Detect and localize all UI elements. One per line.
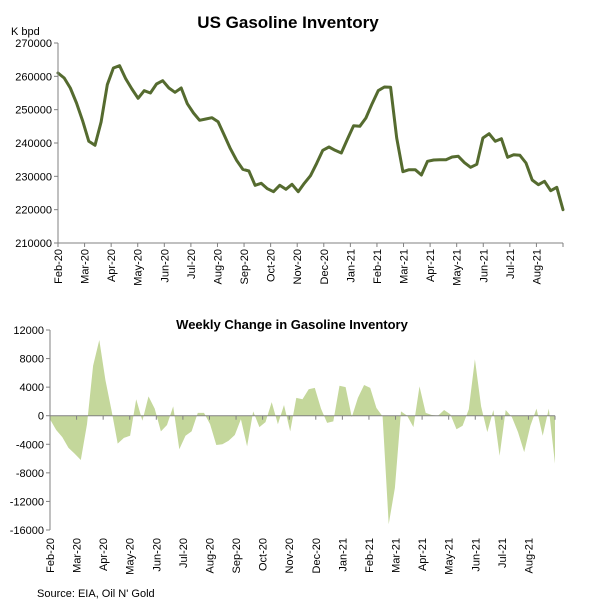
x-tick-label: Aug-21 <box>523 538 535 573</box>
x-tick-label: May-20 <box>125 538 137 575</box>
x-tick-label: Jan-21 <box>345 249 357 283</box>
inventory-line-chart: US Gasoline Inventory K bpd 210000 220000 23… <box>11 13 565 286</box>
x-tick-label: Sep-20 <box>239 249 251 284</box>
x-tick-label: Apr-20 <box>106 249 118 282</box>
x-tick-label: Mar-20 <box>80 249 92 284</box>
x-tick-label: Feb-20 <box>45 538 57 573</box>
x-tick-label: Jan-21 <box>337 538 349 572</box>
x-tick-label: Aug-20 <box>213 249 225 284</box>
x-tick-label: Dec-20 <box>319 249 331 284</box>
y-tick-label: 210000 <box>15 238 52 250</box>
y-tick-label: 12000 <box>13 325 44 337</box>
y-tick-label: 220000 <box>15 205 52 217</box>
x-tick-label: Jul-21 <box>505 249 517 279</box>
y-tick-label: 230000 <box>15 171 52 183</box>
x-tick-label: Jun-20 <box>159 249 171 283</box>
x-tick-label: Nov-20 <box>284 538 296 573</box>
x-tick-label: May-21 <box>452 249 464 286</box>
x-tick-label: Feb-21 <box>372 249 384 284</box>
x-tick-label: Jun-21 <box>478 249 490 283</box>
y-tick-label: 0 <box>38 411 44 423</box>
x-tick-label: Aug-20 <box>205 538 217 573</box>
x-tick-label: Mar-21 <box>399 249 411 284</box>
x-tick-label: Jun-20 <box>151 538 163 572</box>
x-tick-label: Mar-21 <box>391 538 403 573</box>
x-tick-label: Aug-21 <box>531 249 543 284</box>
chart-title: Weekly Change in Gasoline Inventory <box>176 317 408 332</box>
series-area <box>50 340 555 525</box>
x-tick-label: Nov-20 <box>292 249 304 284</box>
x-tick-label: Feb-21 <box>364 538 376 573</box>
y-tick-label: -16000 <box>10 525 44 537</box>
x-tick-label: Oct-20 <box>266 249 278 282</box>
y-tick-label: 4000 <box>20 382 44 394</box>
y-tick-label: 8000 <box>20 354 44 366</box>
x-tick-label: May-20 <box>133 249 145 286</box>
x-tick-label: Jun-21 <box>470 538 482 572</box>
x-tick-label: Jul-20 <box>186 249 198 279</box>
y-axis-label: K bpd <box>11 26 40 38</box>
chart-title: US Gasoline Inventory <box>197 13 379 32</box>
x-tick-label: Oct-20 <box>258 538 270 571</box>
x-tick-label: Mar-20 <box>72 538 84 573</box>
y-tick-label: -8000 <box>16 468 44 480</box>
weekly-change-area-chart: Weekly Change in Gasoline Inventory -1600… <box>10 317 556 575</box>
y-tick-label: 240000 <box>15 138 52 150</box>
y-tick-label: -12000 <box>10 496 44 508</box>
y-tick-label: -4000 <box>16 439 44 451</box>
x-tick-label: Jul-20 <box>178 538 190 568</box>
x-tick-label: Feb-20 <box>53 249 65 284</box>
y-tick-label: 260000 <box>15 71 52 83</box>
source-note: Source: EIA, Oil N' Gold <box>37 588 155 600</box>
y-tick-label: 270000 <box>15 38 52 50</box>
x-tick-label: Sep-20 <box>231 538 243 573</box>
x-tick-label: May-21 <box>444 538 456 575</box>
x-tick-label: Dec-20 <box>311 538 323 573</box>
x-tick-label: Apr-21 <box>417 538 429 571</box>
x-tick-label: Apr-21 <box>425 249 437 282</box>
y-tick-label: 250000 <box>15 105 52 117</box>
x-tick-label: Jul-21 <box>497 538 509 568</box>
x-tick-label: Apr-20 <box>98 538 110 571</box>
series-line <box>56 64 565 212</box>
